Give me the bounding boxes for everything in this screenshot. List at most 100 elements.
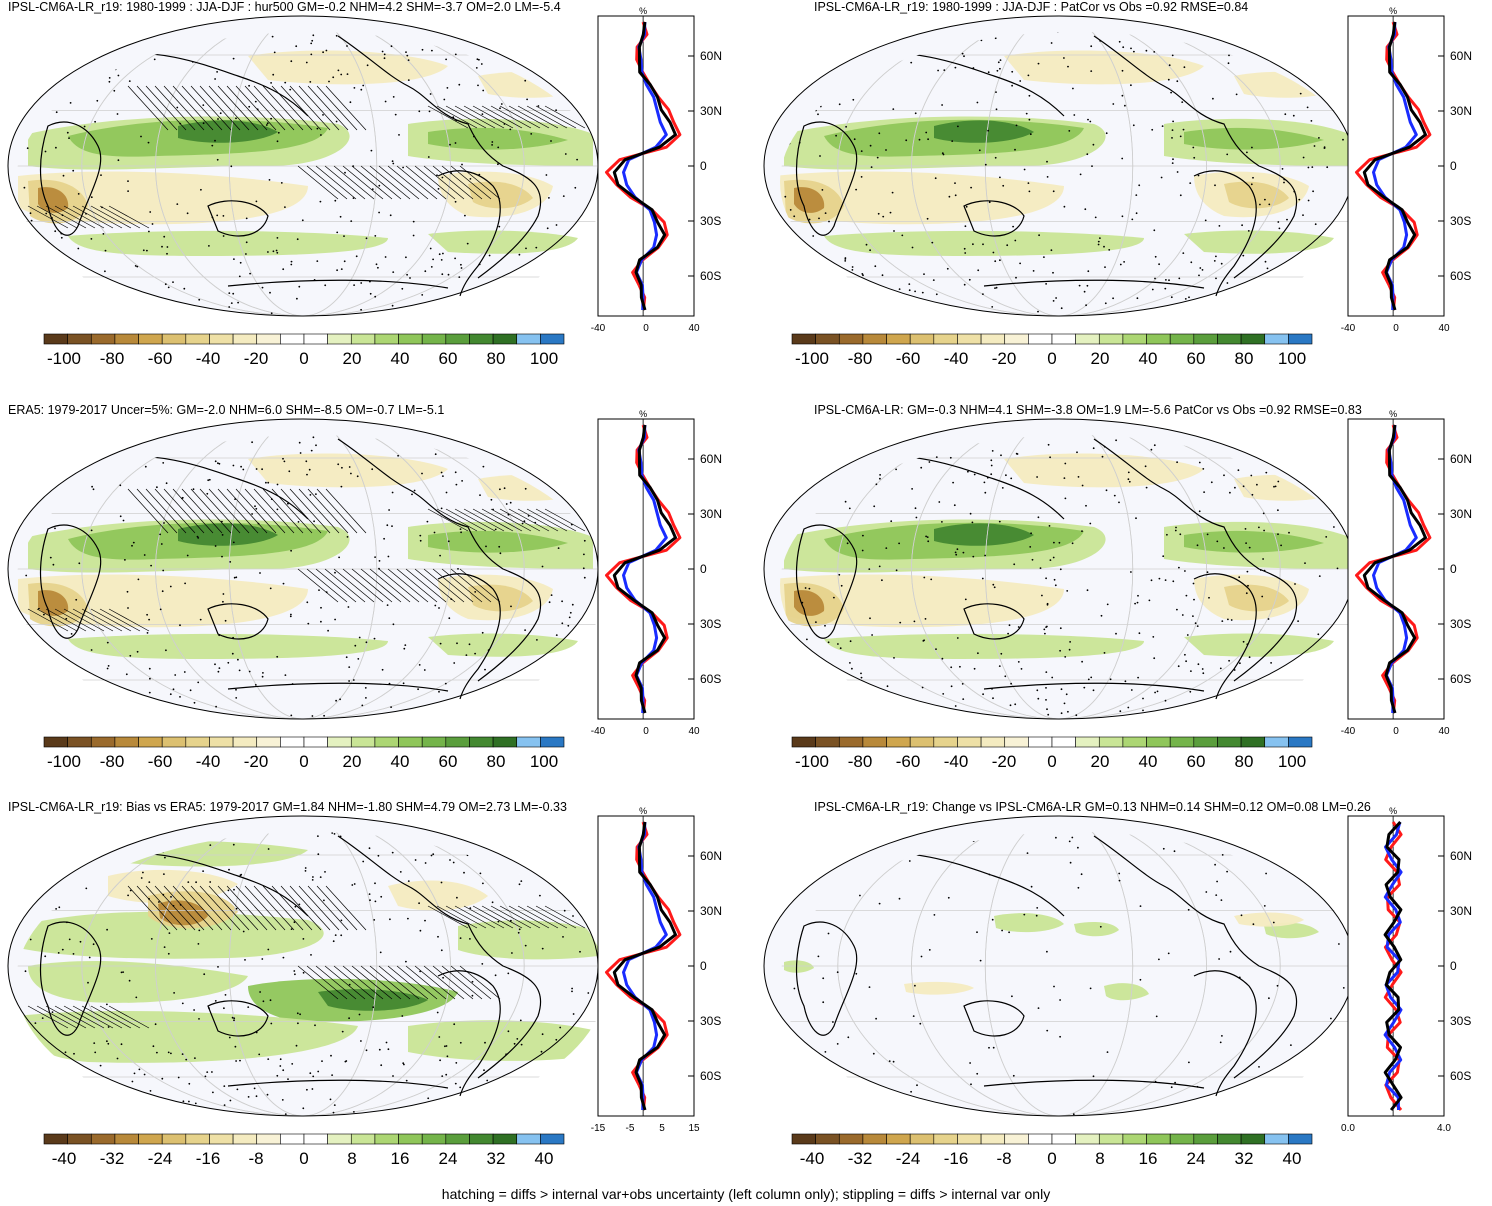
- stipple-dot: [1154, 255, 1157, 258]
- hatch-line: [298, 488, 340, 534]
- stipple-dot: [999, 176, 1001, 179]
- stipple-dot: [1092, 689, 1095, 692]
- colorbar-swatch: [1169, 736, 1195, 748]
- stipple-dot: [908, 289, 911, 292]
- stipple-dot: [334, 618, 336, 621]
- stipple-dot: [571, 990, 573, 993]
- stipple-dot: [1262, 558, 1264, 560]
- hatch-line: [450, 165, 492, 200]
- profile-ytick-label: 60N: [1450, 452, 1472, 466]
- stipple-dot: [230, 165, 233, 168]
- hatch-line: [36, 205, 78, 229]
- hatch-line: [351, 165, 393, 200]
- stipple-dot: [1258, 1066, 1260, 1068]
- stipple-dot: [1235, 93, 1238, 96]
- colorbar-swatch: [862, 1133, 887, 1145]
- map-field-region: [428, 633, 578, 657]
- stipple-dot: [202, 122, 205, 125]
- stipple-dot: [1017, 626, 1020, 628]
- hatch-line: [481, 905, 523, 929]
- stipple-dot: [322, 114, 324, 116]
- colorbar-swatch: [862, 333, 887, 345]
- stipple-dot: [418, 902, 420, 905]
- map-field-region: [780, 574, 1064, 628]
- stipple-dot: [1014, 703, 1017, 706]
- colorbar-tick-label: -40: [196, 752, 221, 771]
- stipple-dot: [296, 297, 298, 300]
- stipple-dot: [541, 565, 544, 568]
- stipple-dot: [946, 267, 949, 270]
- stipple-dot: [1121, 94, 1124, 97]
- stipple-dot: [972, 67, 975, 69]
- stipple-dot: [973, 667, 976, 670]
- map: [763, 15, 1355, 317]
- hatch-line: [262, 85, 304, 131]
- stipple-dot: [183, 671, 186, 673]
- stipple-dot: [45, 212, 48, 215]
- stipple-dot: [388, 682, 391, 685]
- stipple-dot: [1218, 958, 1220, 960]
- stipple-dot: [1196, 625, 1199, 627]
- stipple-dot: [446, 1055, 449, 1058]
- hatch-line: [298, 85, 340, 131]
- stipple-dot: [401, 287, 404, 290]
- stipple-dot: [1181, 101, 1184, 103]
- stipple-dot: [819, 155, 821, 157]
- stipple-dot: [223, 1104, 226, 1106]
- stipple-dot: [1307, 199, 1310, 202]
- stipple-dot: [143, 554, 146, 556]
- hatch-line: [432, 568, 474, 603]
- colorbar-swatch: [516, 736, 541, 748]
- stipple-dot: [1247, 230, 1250, 232]
- stipple-dot: [176, 203, 179, 206]
- stipple-dot: [1059, 627, 1062, 630]
- stipple-dot: [550, 594, 553, 596]
- stipple-dot: [1261, 595, 1264, 598]
- stipple-dot: [524, 487, 527, 490]
- profile-line-black: [1362, 21, 1427, 311]
- stipple-dot: [454, 53, 457, 56]
- stipple-dot: [824, 1051, 827, 1053]
- stipple-dot: [454, 257, 456, 260]
- colorbar-swatch: [540, 333, 565, 345]
- colorbar-tick-label: -40: [196, 349, 221, 368]
- stipple-dot: [541, 947, 544, 950]
- stipple-dot: [146, 632, 149, 634]
- stipple-dot: [402, 166, 404, 169]
- stipple-dot: [923, 639, 925, 642]
- stipple-dot: [348, 1017, 350, 1020]
- stipple-dot: [1304, 562, 1306, 564]
- colorbar-swatch: [1264, 333, 1289, 345]
- stipple-dot: [1130, 571, 1132, 573]
- colorbar-swatch: [1193, 1133, 1218, 1145]
- profile-xtick-label: 0: [643, 726, 649, 737]
- hatch-line: [499, 105, 541, 129]
- map-field-region: [68, 230, 388, 256]
- stipple-dot: [576, 158, 578, 161]
- stipple-dot: [424, 919, 426, 922]
- stipple-dot: [227, 661, 230, 664]
- stipple-dot: [1135, 212, 1138, 215]
- stipple-dot: [1121, 157, 1124, 160]
- stipple-dot: [1250, 474, 1253, 477]
- stipple-dot: [222, 593, 225, 595]
- stipple-dot: [931, 241, 934, 244]
- stipple-dot: [990, 459, 993, 462]
- stipple-dot: [273, 51, 276, 54]
- stipple-dot: [405, 960, 407, 963]
- map-coastline: [207, 603, 269, 640]
- stipple-dot: [319, 876, 322, 878]
- stipple-dot: [503, 487, 506, 490]
- stipple-dot: [582, 567, 585, 570]
- stipple-dot: [1067, 65, 1069, 68]
- stipple-dot: [194, 1057, 196, 1059]
- stipple-dot: [421, 48, 424, 51]
- stipple-dot: [967, 470, 969, 473]
- stipple-dot: [548, 601, 551, 604]
- hatch-line: [307, 85, 349, 131]
- stipple-dot: [265, 481, 267, 484]
- colorbar-swatch: [232, 1133, 258, 1145]
- stipple-dot: [1202, 672, 1205, 675]
- stipple-dot: [1258, 526, 1260, 529]
- stipple-dot: [460, 267, 463, 269]
